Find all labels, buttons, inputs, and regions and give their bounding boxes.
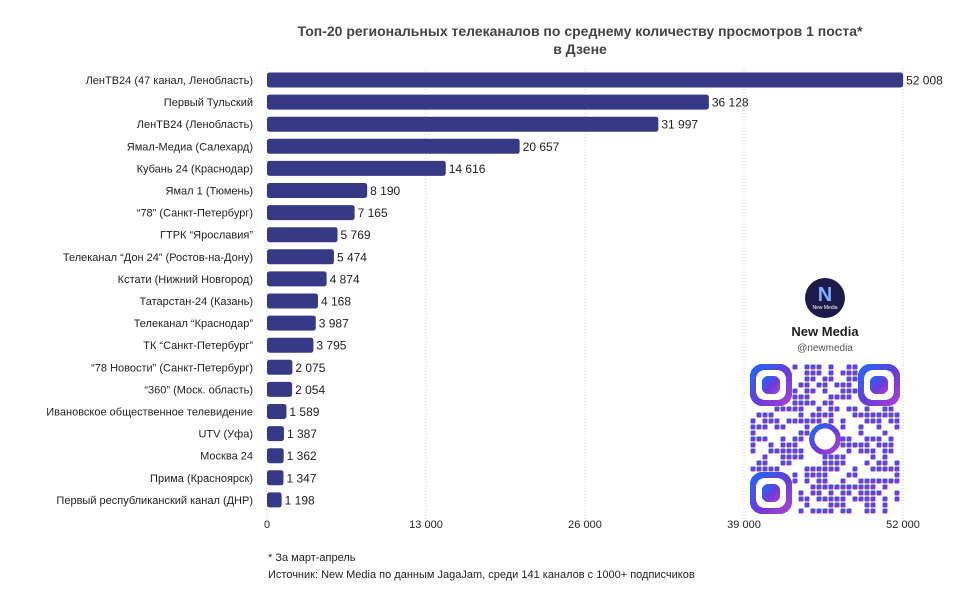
- category-label-15: Ивановское общественное телевидение: [46, 407, 253, 419]
- bar-13[interactable]: [267, 359, 293, 375]
- category-label-16: UTV (Уфа): [198, 429, 253, 441]
- footnotes: * За март-апрель Источник: New Media по …: [268, 550, 695, 584]
- bar-18[interactable]: [267, 470, 284, 486]
- category-label-14: “360” (Моск. область): [144, 384, 253, 396]
- value-label-17: 1 362: [287, 449, 317, 463]
- value-label-7: 5 769: [341, 228, 371, 242]
- category-label-17: Москва 24: [200, 451, 253, 463]
- x-tick-label-1: 13 000: [409, 519, 443, 531]
- bar-17[interactable]: [267, 448, 284, 464]
- new-media-logo-icon[interactable]: N New Media: [805, 278, 845, 318]
- value-label-4: 14 616: [449, 162, 486, 176]
- category-label-9: Кстати (Нижний Новгород): [118, 274, 253, 286]
- footnote-source: Источник: New Media по данным JagaJam, с…: [268, 569, 695, 581]
- promo-handle[interactable]: @newmedia: [797, 343, 853, 354]
- value-label-5: 8 190: [370, 184, 400, 198]
- value-label-2: 31 997: [661, 118, 698, 132]
- bar-14[interactable]: [267, 381, 293, 397]
- bar-9[interactable]: [267, 271, 327, 287]
- value-label-1: 36 128: [712, 96, 749, 110]
- category-label-11: Телеканал “Краснодар”: [134, 318, 254, 330]
- category-label-10: Татарстан-24 (Казань): [139, 296, 253, 308]
- bar-15[interactable]: [267, 404, 287, 419]
- category-label-0: ЛенТВ24 (47 канал, Ленобласть): [86, 75, 253, 87]
- bar-1[interactable]: [267, 94, 709, 110]
- category-label-3: Ямал-Медиа (Салехард): [127, 141, 253, 153]
- value-label-9: 4 874: [330, 272, 360, 286]
- bar-5[interactable]: [267, 183, 368, 198]
- value-label-19: 1 198: [285, 493, 315, 507]
- bars-layer: [267, 72, 904, 508]
- bar-2[interactable]: [267, 116, 659, 132]
- category-label-8: Телеканал “Дон 24” (Ростов-на-Дону): [63, 252, 253, 264]
- category-label-12: ТК “Санкт-Петербург”: [143, 340, 253, 352]
- labels-layer: ЛенТВ24 (47 канал, Ленобласть) 52 008 Перв…: [46, 74, 943, 508]
- value-label-8: 5 474: [337, 250, 367, 264]
- value-label-6: 7 165: [358, 206, 388, 220]
- logo-small-text: New Media: [812, 305, 838, 311]
- category-label-2: ЛенТВ24 (Ленобласть): [137, 119, 253, 131]
- bar-12[interactable]: [267, 337, 314, 353]
- bar-8[interactable]: [267, 249, 334, 265]
- bar-11[interactable]: [267, 315, 316, 331]
- category-label-13: “78 Новости” (Санкт-Петербург): [91, 362, 253, 374]
- value-label-11: 3 987: [319, 317, 349, 331]
- chart-title-line-1: Топ-20 региональных телеканалов по средн…: [297, 23, 863, 39]
- bar-chart: ЛенТВ24 (47 канал, Ленобласть) 52 008 Перв…: [46, 68, 943, 531]
- category-label-18: Прима (Красноярск): [150, 473, 253, 485]
- value-label-16: 1 387: [287, 427, 317, 441]
- x-tick-label-3: 39 000: [727, 519, 761, 531]
- category-label-1: Первый Тульский: [164, 97, 253, 109]
- value-label-18: 1 347: [286, 471, 316, 485]
- promo-block: N New Media New Media @newmedia: [748, 278, 902, 514]
- bar-0[interactable]: [267, 72, 904, 88]
- category-label-19: Первый республиканский канал (ДНР): [56, 495, 253, 507]
- footnote-period: * За март-апрель: [268, 552, 356, 564]
- category-label-5: Ямал 1 (Тюмень): [166, 186, 253, 198]
- value-label-0: 52 008: [906, 74, 943, 88]
- x-tick-label-0: 0: [264, 519, 270, 531]
- value-label-3: 20 657: [523, 140, 560, 154]
- logo-letter: N: [817, 284, 833, 306]
- promo-name: New Media: [791, 324, 859, 339]
- chart-title-line-2: в Дзене: [553, 41, 607, 57]
- value-label-14: 2 054: [295, 383, 325, 397]
- bar-19[interactable]: [267, 492, 282, 508]
- bar-10[interactable]: [267, 293, 318, 309]
- bar-7[interactable]: [267, 227, 338, 243]
- bar-3[interactable]: [267, 138, 520, 154]
- value-label-10: 4 168: [321, 295, 351, 309]
- value-label-13: 2 075: [295, 361, 325, 375]
- bar-16[interactable]: [267, 426, 284, 442]
- x-tick-label-4: 52 000: [886, 519, 920, 531]
- value-label-15: 1 589: [289, 405, 319, 419]
- qr-code-icon[interactable]: [750, 364, 900, 514]
- bar-6[interactable]: [267, 205, 355, 221]
- category-label-4: Кубань 24 (Краснодар): [137, 163, 253, 175]
- value-label-12: 3 795: [316, 339, 346, 353]
- x-tick-label-2: 26 000: [568, 519, 602, 531]
- chart-title: Топ-20 региональных телеканалов по средн…: [200, 22, 960, 58]
- bar-4[interactable]: [267, 160, 446, 176]
- category-label-6: “78” (Санкт-Петербург): [137, 208, 253, 220]
- x-axis-ticks: 0 13 000 26 000 39 000 52 000: [264, 519, 920, 531]
- category-label-7: ГТРК “Ярославия”: [160, 230, 253, 242]
